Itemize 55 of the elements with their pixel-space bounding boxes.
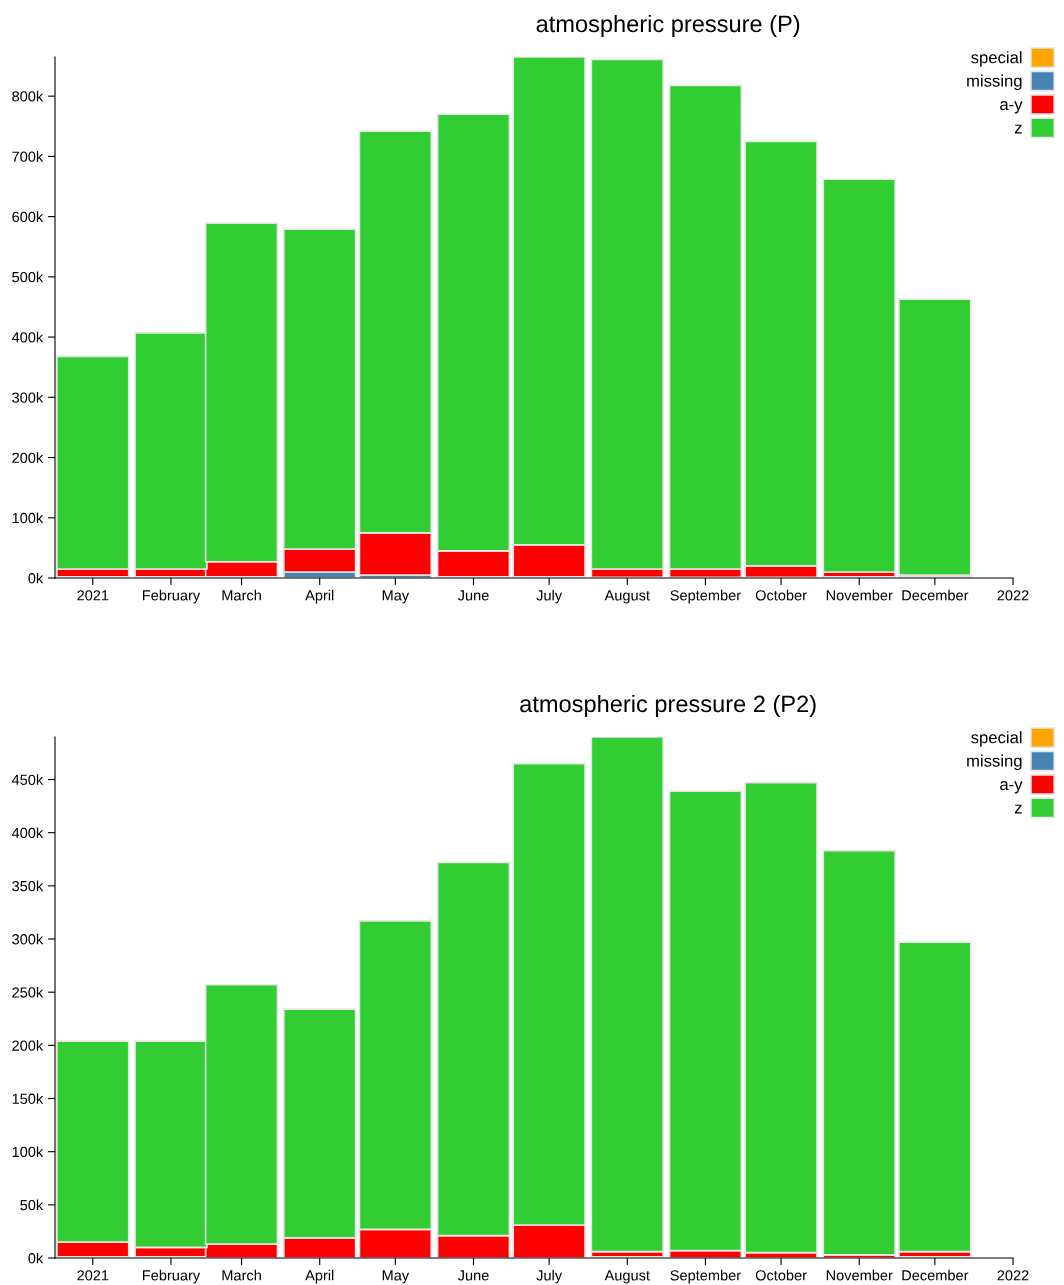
- legend-label: missing: [967, 74, 1022, 91]
- x-tick-label: July: [536, 1269, 563, 1284]
- x-tick-label: November: [826, 1269, 893, 1281]
- x-tick-label: April: [305, 1269, 334, 1284]
- y-tick-label: 200k: [12, 452, 44, 463]
- y-tick-label: 250k: [12, 986, 44, 998]
- x-tick-label: August: [604, 590, 650, 604]
- y-tick-label: 700k: [12, 151, 44, 162]
- y-tick-label: 500k: [12, 271, 44, 283]
- x-tick-label: December: [902, 589, 969, 601]
- y-tick-label: 800k: [12, 90, 44, 102]
- x-tick-label: February: [142, 589, 201, 604]
- x-tick-label: June: [457, 1270, 489, 1281]
- legend-label: special: [971, 51, 1022, 67]
- x-tick-label: April: [305, 589, 334, 604]
- legend-label: a-y: [1000, 101, 1023, 114]
- y-tick-label: 600k: [12, 211, 44, 223]
- y-tick-label: 0k: [28, 572, 44, 584]
- x-tick-label: May: [382, 590, 410, 604]
- x-tick-label: March: [222, 1269, 261, 1281]
- x-tick-label: 2021: [77, 590, 109, 601]
- y-tick-label: 300k: [12, 933, 44, 945]
- y-tick-label: 300k: [12, 392, 44, 403]
- y-tick-label: 100k: [12, 1146, 44, 1158]
- x-tick-label: June: [457, 590, 489, 601]
- legend-label: missing: [967, 754, 1022, 771]
- legend-label: z: [1014, 124, 1022, 134]
- y-tick-label: 400k: [11, 331, 44, 343]
- x-tick-label: May: [382, 1270, 410, 1284]
- y-tick-label: 400k: [11, 827, 44, 839]
- x-tick-label: October: [755, 1269, 807, 1281]
- x-tick-label: November: [826, 589, 893, 601]
- legend-label: special: [971, 731, 1022, 747]
- y-tick-label: 0k: [28, 1252, 44, 1264]
- x-tick-label: 2021: [77, 1270, 109, 1281]
- x-tick-label: December: [902, 1269, 969, 1281]
- chart-title: atmospheric pressure (P): [536, 14, 800, 37]
- x-tick-label: October: [755, 589, 807, 601]
- y-tick-label: 100k: [12, 512, 44, 524]
- x-tick-label: March: [222, 589, 261, 601]
- y-tick-label: 150k: [12, 1093, 44, 1104]
- x-tick-label: August: [604, 1270, 650, 1284]
- y-tick-label: 200k: [12, 1040, 44, 1051]
- chart-title: atmospheric pressure 2 (P2): [520, 694, 816, 717]
- x-tick-label: 2022: [997, 590, 1029, 601]
- x-tick-label: September: [670, 589, 741, 604]
- y-tick-label: 450k: [11, 774, 44, 785]
- legend-label: z: [1014, 804, 1022, 814]
- y-tick-label: 50k: [20, 1199, 44, 1211]
- x-tick-label: September: [670, 1269, 741, 1284]
- x-tick-label: July: [536, 589, 563, 604]
- x-tick-label: 2022: [997, 1270, 1029, 1281]
- legend-label: a-y: [1000, 781, 1023, 794]
- x-tick-label: February: [142, 1269, 201, 1284]
- y-tick-label: 350k: [12, 880, 44, 892]
